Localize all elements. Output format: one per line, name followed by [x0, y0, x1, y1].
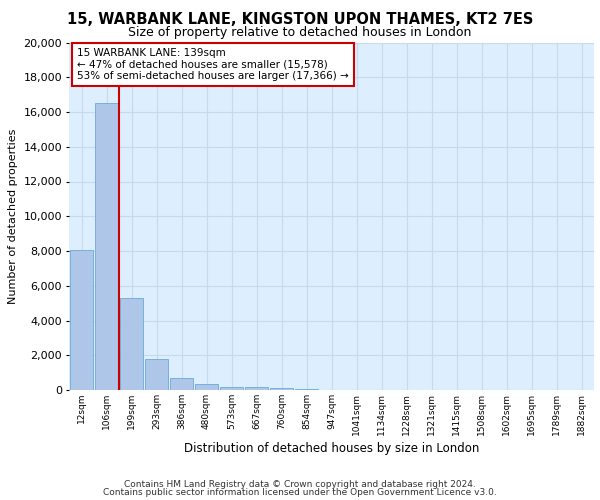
Bar: [220, 387, 243, 390]
Bar: [270, 388, 293, 390]
Text: 15 WARBANK LANE: 139sqm
← 47% of detached houses are smaller (15,578)
53% of sem: 15 WARBANK LANE: 139sqm ← 47% of detache…: [77, 48, 349, 81]
Bar: [295, 389, 318, 390]
Text: Contains public sector information licensed under the Open Government Licence v3: Contains public sector information licen…: [103, 488, 497, 497]
Bar: [95, 104, 118, 390]
Bar: [195, 384, 218, 390]
Bar: [245, 388, 268, 390]
Y-axis label: Number of detached properties: Number of detached properties: [8, 128, 18, 304]
Bar: [70, 250, 93, 390]
Bar: [170, 378, 193, 390]
Bar: [120, 298, 143, 390]
Text: Size of property relative to detached houses in London: Size of property relative to detached ho…: [128, 26, 472, 39]
X-axis label: Distribution of detached houses by size in London: Distribution of detached houses by size …: [184, 442, 479, 455]
Text: Contains HM Land Registry data © Crown copyright and database right 2024.: Contains HM Land Registry data © Crown c…: [124, 480, 476, 489]
Bar: [145, 358, 168, 390]
Text: 15, WARBANK LANE, KINGSTON UPON THAMES, KT2 7ES: 15, WARBANK LANE, KINGSTON UPON THAMES, …: [67, 12, 533, 28]
